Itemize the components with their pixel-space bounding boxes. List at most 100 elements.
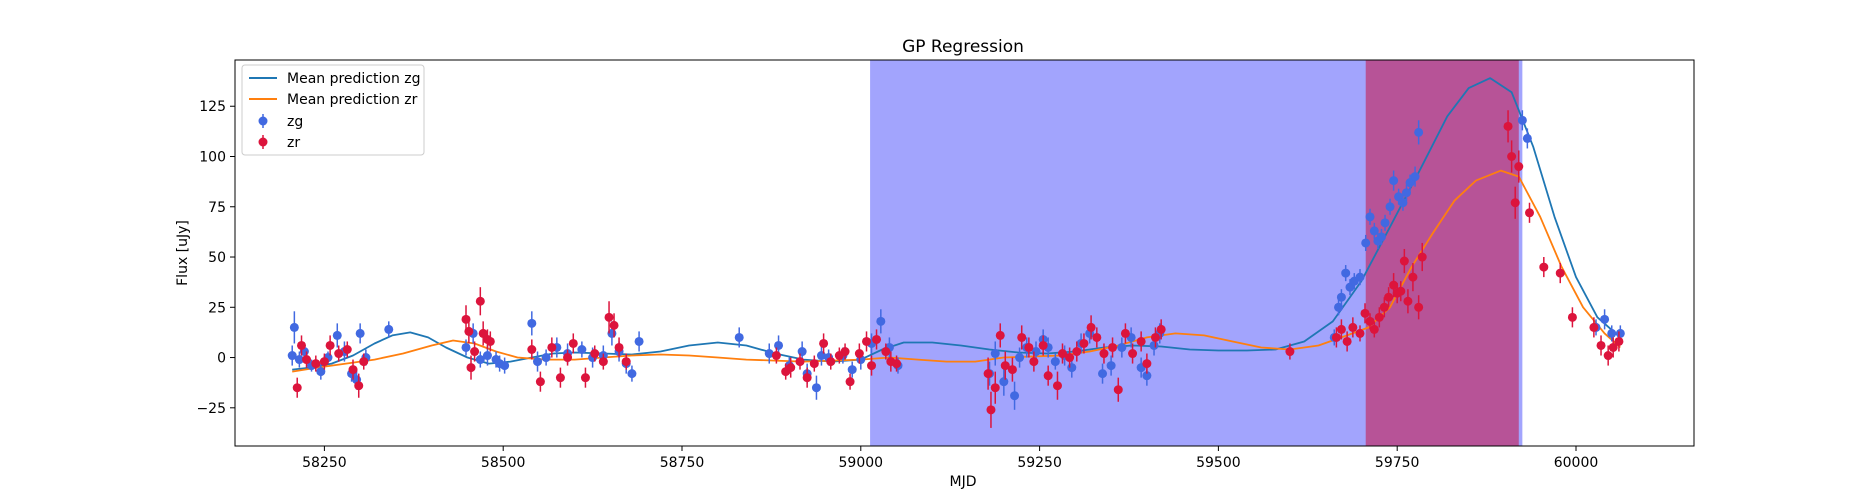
data-point-zr — [1348, 322, 1358, 332]
data-point-zr — [990, 383, 1000, 393]
data-point-zr — [1417, 252, 1427, 262]
data-point-zr — [1396, 286, 1406, 296]
data-point-zg — [1149, 340, 1159, 350]
y-axis: −25 0 25 50 75 100 125 — [196, 99, 235, 417]
data-point-zr — [1128, 349, 1138, 359]
data-point-zr — [614, 342, 624, 352]
data-point-zr — [867, 361, 877, 371]
data-point-zg — [541, 353, 551, 363]
x-tick-label: 59750 — [1375, 455, 1420, 471]
data-point-zr — [1399, 256, 1409, 266]
x-tick-label: 58750 — [660, 455, 705, 471]
data-point-zr — [1285, 347, 1295, 357]
data-point-zg — [764, 349, 774, 359]
x-tick-label: 59250 — [1017, 455, 1062, 471]
data-point-zg — [482, 351, 492, 361]
x-axis-label: MJD — [950, 474, 977, 490]
data-point-zr — [1092, 332, 1102, 342]
legend-swatch-zr-marker — [258, 137, 268, 147]
data-point-zr — [1507, 152, 1517, 161]
data-point-zg — [316, 367, 326, 377]
x-tick-label: 59500 — [1196, 455, 1241, 471]
data-point-zr — [1079, 338, 1089, 348]
data-point-zr — [470, 347, 480, 357]
data-point-zg — [500, 361, 510, 371]
data-point-zg — [1015, 353, 1025, 363]
data-point-zr — [854, 349, 864, 359]
y-tick-label: 0 — [217, 351, 226, 367]
data-point-zr — [1029, 357, 1039, 367]
data-point-zg — [1398, 198, 1408, 208]
data-point-zg — [1341, 268, 1351, 278]
data-point-zg — [461, 342, 471, 352]
data-point-zg — [475, 355, 485, 365]
data-point-zr — [1072, 347, 1082, 357]
data-point-zr — [1539, 262, 1549, 272]
data-point-zg — [332, 330, 342, 340]
data-point-zr — [1614, 336, 1624, 346]
data-point-zr — [1000, 361, 1010, 371]
data-point-zr — [621, 357, 631, 367]
data-point-zr — [1414, 302, 1424, 312]
data-point-zr — [555, 373, 565, 383]
data-point-zg — [1385, 202, 1395, 212]
data-point-zr — [983, 369, 993, 379]
data-point-zr — [1052, 381, 1062, 391]
x-tick-label: 58250 — [302, 455, 347, 471]
data-point-zr — [311, 359, 321, 369]
data-point-zr — [1007, 365, 1017, 375]
legend: Mean prediction zg Mean prediction zr zg… — [241, 64, 425, 156]
data-point-zr — [826, 357, 836, 367]
data-point-zg — [1106, 361, 1116, 371]
series-zr — [292, 110, 1624, 428]
data-point-zr — [354, 381, 364, 391]
data-point-zg — [634, 336, 644, 346]
data-point-zg — [1336, 292, 1346, 302]
data-point-zr — [1057, 349, 1067, 359]
data-point-zg — [734, 332, 744, 342]
data-point-zr — [1099, 349, 1109, 359]
data-point-zr — [1379, 302, 1389, 312]
data-point-zg — [1405, 178, 1415, 188]
data-point-zr — [1514, 162, 1524, 172]
data-point-zg — [774, 340, 784, 350]
data-point-zr — [590, 349, 600, 359]
data-point-zr — [1408, 272, 1418, 282]
data-point-zr — [1142, 359, 1152, 369]
data-point-zr — [1336, 324, 1346, 334]
data-point-zg — [1010, 391, 1020, 401]
data-point-zr — [348, 365, 358, 375]
y-tick-label: 50 — [208, 250, 226, 266]
data-point-zr — [464, 326, 474, 336]
data-point-zr — [535, 377, 545, 387]
legend-label-zg-line: Mean prediction zg — [287, 71, 421, 87]
data-point-zr — [466, 363, 476, 373]
data-point-zr — [292, 383, 302, 393]
data-point-zg — [577, 345, 587, 354]
data-point-zr — [1156, 324, 1166, 334]
data-point-zg — [384, 324, 394, 334]
data-point-zg — [289, 322, 299, 332]
data-point-zr — [1043, 371, 1053, 381]
data-point-zg — [1600, 314, 1610, 324]
data-point-zr — [302, 355, 312, 365]
data-point-zr — [342, 345, 352, 354]
data-point-zr — [1389, 280, 1399, 290]
data-point-zg — [1142, 371, 1152, 381]
data-point-zg — [1376, 232, 1386, 242]
legend-label-zg: zg — [287, 114, 303, 130]
data-point-zr — [986, 405, 996, 415]
data-point-zr — [1567, 312, 1577, 322]
data-point-zg — [1117, 342, 1127, 352]
data-point-zg — [1098, 369, 1108, 379]
data-point-zr — [297, 340, 307, 350]
data-point-zr — [892, 359, 902, 369]
legend-label-zr-line: Mean prediction zr — [287, 92, 418, 108]
data-point-zr — [819, 338, 829, 348]
data-point-zr — [1589, 322, 1599, 332]
data-point-zr — [609, 320, 619, 330]
data-point-zg — [1517, 115, 1527, 125]
x-tick-label: 58500 — [481, 455, 526, 471]
data-point-zr — [334, 349, 344, 359]
